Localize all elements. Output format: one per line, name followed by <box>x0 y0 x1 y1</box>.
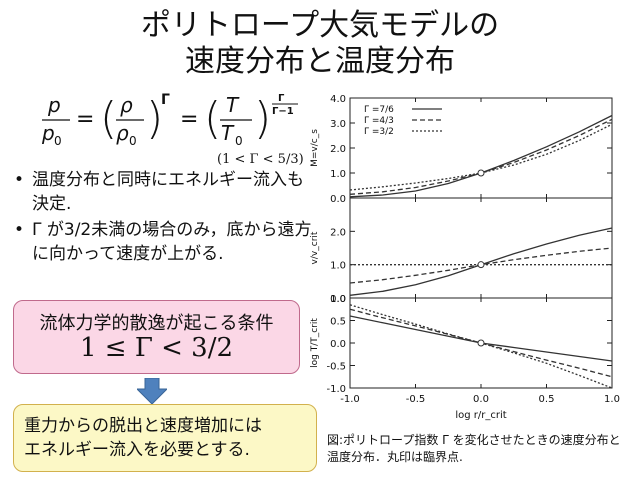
series-line <box>349 315 613 362</box>
legend-label: Γ =3/2 <box>364 127 394 137</box>
eq-lhs-den-sub: 0 <box>54 134 62 148</box>
y-tick-label: 3.0 <box>330 119 346 130</box>
conclusion-box: 重力からの脱出と速度増加には エネルギー流入を必要とする. <box>13 404 317 472</box>
condition-heading: 流体力学的散逸が起こる条件 <box>39 313 274 334</box>
polytrope-profile-chart: 0.01.02.03.04.0M=v/c_s0.01.02.0v/v_crit-… <box>310 94 620 421</box>
conclusion-line1: 重力からの脱出と速度増加には <box>24 416 262 436</box>
bullet-text: Γ が3/2未満の場合のみ，底から遠方に向かって速度が上がる. <box>32 220 312 264</box>
y-tick-label: 1.0 <box>330 169 346 180</box>
critical-point-marker <box>477 339 485 347</box>
y-tick-label: 0.0 <box>330 294 346 305</box>
bullet-marker: • <box>14 170 25 190</box>
legend-label: Γ =4/3 <box>364 116 394 126</box>
x-axis-label: log r/r_crit <box>455 410 506 421</box>
conclusion-line2: エネルギー流入を必要とする. <box>24 440 250 460</box>
escape-condition-box: 流体力学的散逸が起こる条件 1 ≤ Γ < 3/2 <box>13 300 300 374</box>
svg-text:(: ( <box>100 93 117 144</box>
x-tick-label: -1.0 <box>340 394 360 405</box>
eq-rhs-den-sub: 0 <box>235 134 243 148</box>
x-tick-label: 1.0 <box>604 394 620 405</box>
slide-title-line2: 速度分布と温度分布 <box>185 44 455 79</box>
svg-text:): ) <box>146 93 163 144</box>
figure-caption: 図:ポリトロープ指数 Γ を変化させたときの速度分布と温度分布．丸印は臨界点. <box>327 433 621 464</box>
down-arrow-icon <box>137 378 167 404</box>
svg-text:=: = <box>76 107 94 132</box>
eq-lhs-den: p <box>41 121 55 145</box>
eq-rhs-num: T <box>226 93 240 117</box>
y-tick-label: 2.0 <box>330 144 346 155</box>
svg-text:=: = <box>180 107 198 132</box>
eq-lhs-num: p <box>47 93 61 117</box>
y-tick-label: 0.0 <box>330 194 346 205</box>
series-line <box>349 308 613 378</box>
critical-point-marker <box>477 261 485 269</box>
polytrope-equation: p p 0 = ( ρ ρ 0 ) Γ = ( T T 0 ) Γ Γ−1 <box>41 92 298 148</box>
y-axis-label: v/v_crit <box>310 231 320 264</box>
legend-label: Γ =7/6 <box>364 105 394 115</box>
y-tick-label: -1.0 <box>326 384 346 395</box>
svg-text:): ) <box>254 93 271 144</box>
bullet-text: 温度分布と同時にエネルギー流入も決定. <box>32 170 304 214</box>
y-axis-label: M=v/c_s <box>310 129 320 167</box>
critical-point-marker <box>477 169 485 177</box>
y-tick-label: 0.5 <box>330 317 346 328</box>
eq-rhs-exp-den: Γ−1 <box>272 106 294 117</box>
x-tick-label: 0.5 <box>539 394 555 405</box>
y-axis-label: log T/T_crit <box>310 318 320 368</box>
x-tick-label: 0.0 <box>473 394 489 405</box>
y-tick-label: 1.0 <box>330 261 346 272</box>
y-tick-label: 0.0 <box>330 339 346 350</box>
slide-title-line1: ポリトロープ大気モデルの <box>140 8 500 43</box>
svg-text:(: ( <box>204 93 221 144</box>
eq-mid-den-sub: 0 <box>129 134 137 148</box>
y-tick-label: 2.0 <box>330 227 346 238</box>
condition-formula: 1 ≤ Γ < 3/2 <box>79 333 234 363</box>
eq-mid-den: ρ <box>116 121 129 145</box>
eq-rhs-exp-num: Γ <box>278 93 285 104</box>
x-tick-label: -0.5 <box>406 394 426 405</box>
eq-rhs-den: T <box>221 121 235 145</box>
bullet-marker: • <box>14 220 25 240</box>
y-tick-label: 4.0 <box>330 94 346 105</box>
plot-frame <box>349 197 613 299</box>
gamma-condition: (1 < Γ < 5/3) <box>217 152 304 167</box>
eq-mid-exp: Γ <box>161 92 170 108</box>
y-tick-label: -0.5 <box>326 362 346 373</box>
eq-mid-num: ρ <box>120 93 133 117</box>
y-tick-label: 1.0 <box>330 294 346 305</box>
